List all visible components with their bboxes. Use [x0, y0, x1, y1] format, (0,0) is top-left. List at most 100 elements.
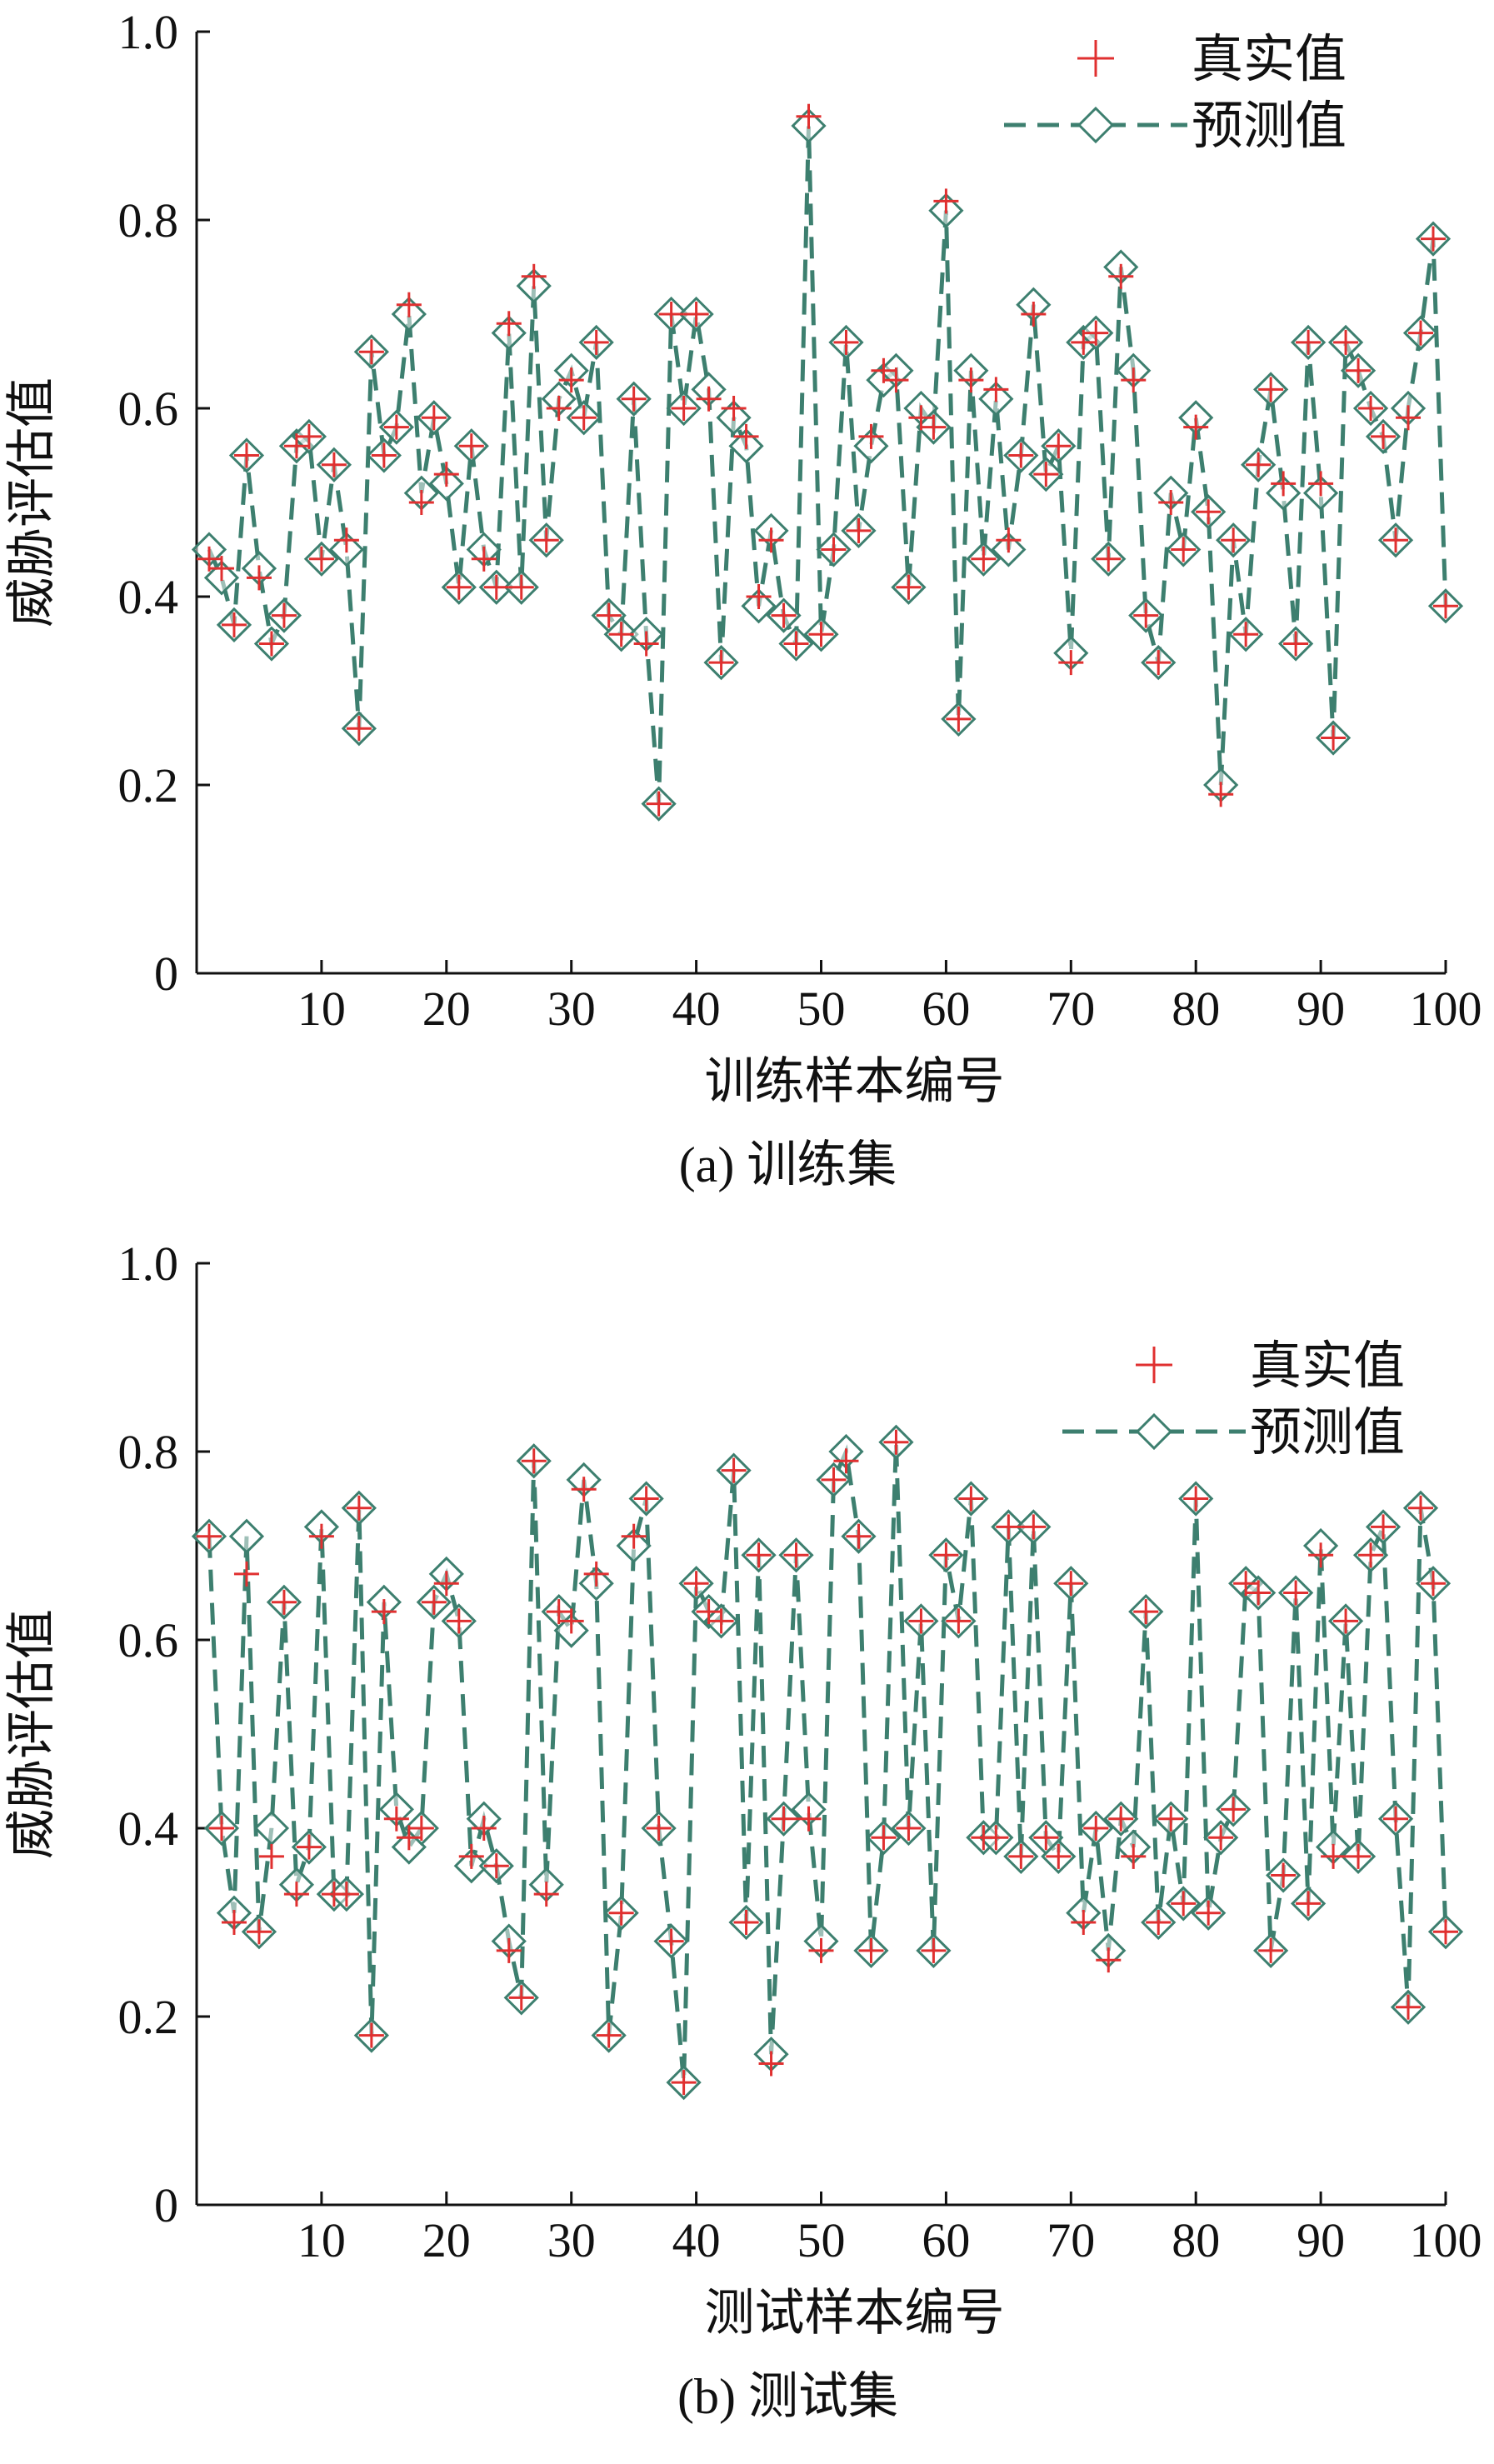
true-value-point: [933, 1542, 959, 1568]
true-value-point: [596, 2022, 622, 2048]
true-value-point: [421, 1589, 447, 1615]
true-value-point: [408, 490, 434, 515]
true-value-point: [608, 1900, 634, 1926]
true-value-point: [1433, 1919, 1458, 1945]
true-value-point: [983, 377, 1009, 402]
true-value-point: [883, 367, 909, 393]
true-value-point: [533, 527, 559, 553]
chart-panel-a: 0 0.2 0.4 0.6 0.8 1.0 10 20 30 40 50 60 70 80 90 100 训练样…: [4, 5, 1482, 1192]
true-value-point: [446, 1608, 472, 1634]
true-value-point: [821, 537, 847, 562]
true-value-point: [408, 1816, 434, 1841]
x-tick-label: 10: [297, 982, 346, 1036]
legend-true-label: 真实值: [1192, 32, 1347, 88]
true-value-point: [271, 1589, 297, 1615]
true-value-point: [358, 339, 384, 365]
chart-svg-a: 0 0.2 0.4 0.6 0.8 1.0 10 20 30 40 50 60 70 80 90 100 训练样…: [4, 5, 1482, 1192]
true-value-point: [1208, 1825, 1234, 1851]
y-tick-label: 0.4: [118, 1802, 179, 1856]
true-value-point: [1371, 1514, 1397, 1540]
true-value-point: [1108, 1806, 1134, 1832]
true-value-point: [1346, 357, 1372, 383]
true-value-point: [346, 716, 372, 742]
true-value-point: [446, 574, 472, 600]
x-tick-label: 60: [922, 2213, 970, 2267]
true-value-point: [371, 442, 397, 468]
true-value-point: [1383, 1806, 1409, 1832]
true-value-point: [996, 527, 1022, 553]
true-value-point: [383, 414, 409, 440]
true-value-point: [233, 1561, 259, 1587]
true-value-point: [696, 386, 722, 412]
true-value-point: [283, 1882, 309, 1907]
true-value-point: [296, 1834, 322, 1860]
true-value-point: [846, 517, 872, 543]
true-value-point: [671, 396, 697, 421]
y-tick-label: 0.6: [118, 1613, 179, 1667]
chart-caption: (b) 测试集: [677, 2369, 898, 2424]
true-value-point: [308, 1523, 334, 1549]
true-value-point: [296, 423, 322, 449]
true-value-point: [396, 292, 422, 317]
true-value-point: [896, 1816, 922, 1841]
true-value-point: [633, 1486, 659, 1512]
true-value-point: [858, 1937, 884, 1963]
x-tick-label: 20: [422, 2213, 471, 2267]
true-value-point: [1358, 1542, 1384, 1568]
true-value-point: [921, 1937, 947, 1963]
true-value-point: [1071, 1910, 1097, 1935]
true-value-point: [1021, 1514, 1047, 1540]
true-value-point: [1146, 1910, 1172, 1935]
true-value-point: [846, 1523, 872, 1549]
true-value-point: [583, 1561, 609, 1587]
true-value-point: [208, 556, 234, 582]
true-value-point: [1058, 650, 1084, 676]
true-value-point: [1221, 527, 1247, 553]
true-value-point: [646, 791, 672, 817]
true-value-point: [633, 631, 659, 657]
true-value-point: [1371, 423, 1397, 449]
true-value-point: [508, 574, 534, 600]
predicted-point: [228, 1518, 265, 1554]
true-value-point: [896, 574, 922, 600]
legend-true-marker: [1077, 40, 1114, 77]
y-tick-label: 0.2: [118, 1990, 179, 2044]
true-value-point: [1421, 1571, 1447, 1597]
y-axis-label: 威胁评估值: [4, 377, 59, 627]
true-value-point: [1196, 1900, 1222, 1926]
y-tick-label: 0: [154, 2178, 178, 2232]
x-tick-label: 80: [1172, 2213, 1220, 2267]
true-value-point: [1133, 1599, 1159, 1625]
true-value-point: [1046, 1843, 1072, 1869]
true-value-point: [1296, 329, 1322, 355]
true-value-point: [1308, 471, 1334, 497]
x-axis-label: 训练样本编号: [705, 1054, 1005, 1109]
true-value-point: [333, 527, 359, 553]
true-value-point: [196, 1523, 222, 1549]
true-value-point: [458, 433, 484, 459]
true-value-point: [433, 462, 459, 487]
true-value-point: [621, 386, 647, 412]
true-value-point: [471, 546, 497, 572]
true-value-point: [796, 1806, 822, 1832]
true-value-point: [721, 396, 747, 421]
x-tick-label: 80: [1172, 982, 1220, 1036]
true-value-point: [746, 1542, 772, 1568]
true-value-point: [733, 1910, 759, 1935]
true-value-point: [1333, 1608, 1359, 1634]
true-value-point: [1246, 1580, 1272, 1606]
true-value-point: [946, 1608, 972, 1634]
true-value-point: [1171, 1891, 1197, 1917]
true-value-point: [596, 602, 622, 628]
true-value-point: [983, 1825, 1009, 1851]
true-value-point: [1258, 377, 1284, 402]
true-value-point: [1433, 593, 1458, 619]
x-tick-label: 50: [797, 2213, 846, 2267]
x-tick-label: 20: [422, 982, 471, 1036]
true-value-point: [1008, 1843, 1034, 1869]
true-value-point: [421, 405, 447, 431]
true-value-point: [1221, 1797, 1247, 1822]
x-tick-label: 70: [1047, 2213, 1095, 2267]
true-value-point: [1033, 1825, 1059, 1851]
true-value-point: [521, 1448, 547, 1474]
